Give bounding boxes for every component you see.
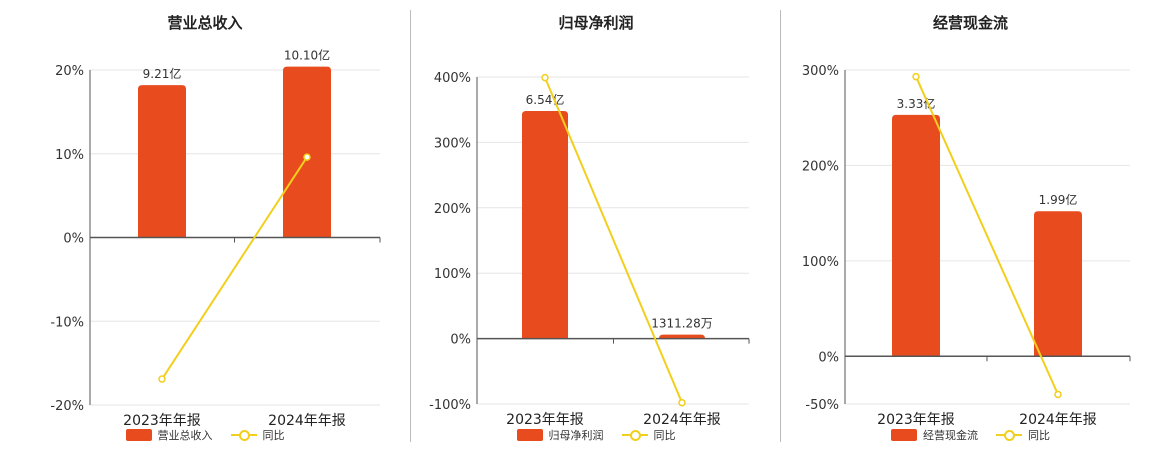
- yoy-point: [303, 153, 311, 161]
- legend-item-bar[interactable]: 营业总收入: [125, 427, 213, 443]
- legend-label: 同比: [1028, 429, 1050, 442]
- legend-label: 经营现金流: [923, 429, 978, 442]
- chart-svg-net-profit: 400% 300% 200% 100% 0% -100% 6.54亿 2023年年报 1311.…: [429, 71, 750, 428]
- x-tick-label: 2023年年报: [877, 412, 955, 428]
- yoy-line: [161, 156, 308, 380]
- legend: 归母净利润 同比: [411, 427, 781, 443]
- y-tick-label: 300%: [434, 136, 471, 151]
- legend-bar-swatch: [891, 429, 917, 441]
- x-tick-label: 2023年年报: [506, 412, 584, 428]
- yoy-point: [678, 398, 686, 407]
- legend: 经营现金流 同比: [781, 427, 1160, 443]
- legend-item-line[interactable]: 同比: [230, 427, 285, 443]
- yoy-point: [541, 73, 549, 82]
- legend-item-bar[interactable]: 经营现金流: [891, 427, 978, 443]
- bar-data-label: 1311.28万: [651, 317, 713, 331]
- bar-data-label: 10.10亿: [284, 48, 330, 63]
- y-tick-label: 20%: [55, 64, 84, 79]
- y-tick-label: 200%: [434, 202, 471, 217]
- y-tick-label: -100%: [429, 398, 471, 413]
- legend-line-swatch: [621, 429, 648, 441]
- panel-divider: [410, 10, 411, 442]
- x-tick-label: 2024年年报: [268, 413, 346, 429]
- legend-line-swatch: [996, 429, 1022, 441]
- bar: [138, 85, 186, 238]
- legend-item-line[interactable]: 同比: [996, 427, 1050, 443]
- y-tick-label: 0%: [450, 333, 471, 348]
- y-tick-label: -20%: [50, 399, 84, 414]
- y-tick-label: 0%: [818, 350, 839, 365]
- yoy-point: [158, 375, 166, 383]
- x-tick-label: 2024年年报: [1019, 412, 1097, 428]
- chart-svg-revenue: 20% 10% 0% -10% -20% 9.21亿 2023年年报 10.10亿 2024年年…: [50, 48, 381, 429]
- chart-title: 归母净利润: [558, 14, 634, 32]
- legend-item-line[interactable]: 同比: [621, 427, 676, 443]
- y-tick-label: -10%: [50, 315, 84, 330]
- chart-title: 经营现金流: [932, 14, 1008, 32]
- yoy-point: [912, 72, 920, 81]
- bar-data-label: 9.21亿: [143, 66, 182, 81]
- chart-svg-cash-flow: 300%200%100%0%-50%3.33亿2023年年报1.99亿2024年…: [802, 64, 1131, 428]
- legend-item-bar[interactable]: 归母净利润: [516, 427, 604, 443]
- y-tick-label: 300%: [802, 64, 839, 79]
- bar-data-label: 6.54亿: [526, 92, 565, 107]
- bar: [283, 66, 331, 238]
- yoy-point: [1054, 390, 1062, 399]
- legend-line-swatch: [230, 429, 257, 441]
- y-tick-label: 100%: [434, 267, 471, 282]
- bar-data-label: 1.99亿: [1039, 192, 1078, 207]
- chart-title: 营业总收入: [167, 14, 243, 32]
- chart-panel-cash-flow: 经营现金流 300% 200% 100% 0% -50% 3.33亿 2023年年报 1.99…: [781, 0, 1160, 450]
- legend-bar-swatch: [125, 429, 152, 441]
- chart-panel-net-profit: 归母净利润 400% 300% 200% 100% 0% -100% 6.54亿 2023年年…: [411, 0, 781, 450]
- legend-label: 归母净利润: [548, 429, 604, 442]
- y-tick-label: 10%: [55, 148, 84, 163]
- bar: [892, 114, 940, 357]
- y-tick-label: 0%: [63, 232, 84, 247]
- x-tick-label: 2024年年报: [643, 412, 721, 428]
- y-tick-label: 100%: [802, 255, 839, 270]
- y-tick-label: -50%: [805, 398, 839, 413]
- legend: 营业总收入 同比: [0, 427, 410, 443]
- bar: [659, 334, 705, 339]
- legend-label: 营业总收入: [157, 429, 213, 442]
- legend-label: 同比: [262, 429, 285, 442]
- legend-label: 同比: [653, 429, 676, 442]
- y-tick-label: 200%: [802, 159, 839, 174]
- panel-divider: [780, 10, 781, 442]
- yoy-line: [915, 76, 1059, 395]
- x-tick-label: 2023年年报: [123, 413, 201, 429]
- y-tick-label: 400%: [434, 71, 471, 86]
- chart-panel-revenue: 营业总收入 20% 10% 0% -10% -20% 9.21亿 2023年年报 10.10亿…: [0, 0, 410, 450]
- legend-bar-swatch: [516, 429, 543, 441]
- bar: [522, 111, 568, 339]
- yoy-line: [544, 77, 683, 404]
- bar: [1034, 211, 1082, 357]
